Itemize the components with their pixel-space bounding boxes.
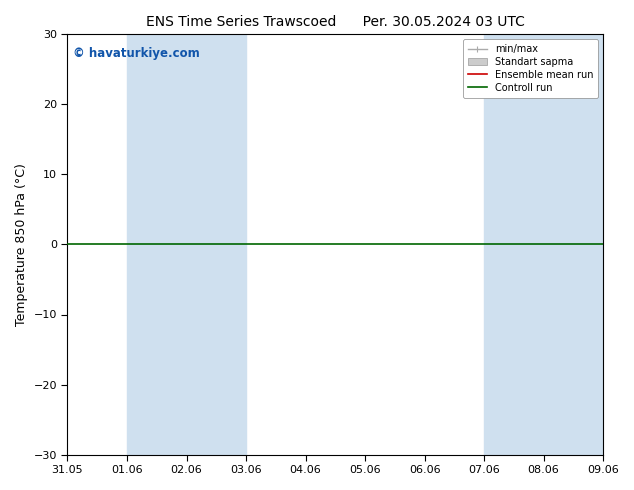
Title: ENS Time Series Trawscoed      Per. 30.05.2024 03 UTC: ENS Time Series Trawscoed Per. 30.05.202… — [146, 15, 525, 29]
Bar — [484, 34, 603, 455]
Y-axis label: Temperature 850 hPa (°C): Temperature 850 hPa (°C) — [15, 163, 28, 326]
Legend: min/max, Standart sapma, Ensemble mean run, Controll run: min/max, Standart sapma, Ensemble mean r… — [463, 39, 598, 98]
Text: © havaturkiye.com: © havaturkiye.com — [73, 47, 200, 60]
Bar — [127, 34, 246, 455]
